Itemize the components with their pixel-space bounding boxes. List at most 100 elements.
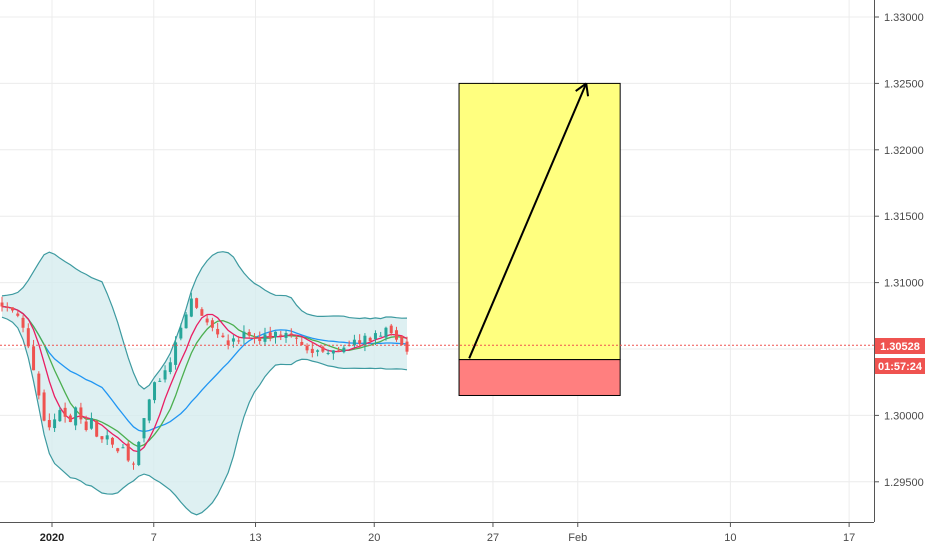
y-axis-ticks: 1.33000 1.32500 1.32000 1.31500 1.31000 1.305…: [874, 12, 924, 489]
candle-body: [79, 407, 83, 420]
countdown-label: 01:57:24: [878, 361, 923, 373]
y-tick-label: 1.30000: [884, 410, 924, 422]
candle-body: [389, 325, 393, 334]
arrow-head: [575, 82, 587, 92]
band-lower: [1, 316, 408, 516]
ma-mid-line: [1, 305, 408, 448]
candle-body: [110, 437, 114, 445]
candle-body: [210, 320, 214, 328]
x-tick-label: 7: [151, 532, 157, 544]
candle-body: [400, 335, 404, 346]
y-tick-label: 1.33000: [884, 12, 924, 24]
axes: [0, 0, 875, 523]
grid-lines: [0, 0, 874, 522]
candle-body: [310, 348, 314, 353]
candle-body: [231, 338, 235, 342]
x-axis-ticks: 2020 7 13 20 27 Feb 10 17: [40, 522, 855, 544]
band-fill: [2, 251, 407, 515]
candle-body: [95, 420, 99, 437]
candle-body: [68, 415, 72, 423]
candle-body: [116, 448, 120, 452]
candle-body: [321, 346, 325, 352]
projection-arrow[interactable]: [468, 82, 590, 359]
x-tick-label: 27: [487, 532, 499, 544]
current-price-badge: [875, 338, 925, 354]
candle-body: [195, 298, 199, 308]
x-tick-label: 13: [249, 532, 261, 544]
candle-body: [5, 306, 9, 308]
candle-body: [84, 421, 88, 431]
candle-body: [174, 342, 178, 365]
candle-body: [258, 337, 262, 342]
candle-body: [316, 350, 320, 352]
candle-body: [153, 382, 157, 401]
candle-body: [21, 317, 25, 328]
x-tick-label: 20: [368, 532, 380, 544]
candle-body: [200, 309, 204, 316]
candle-body: [379, 335, 383, 337]
candle-body: [121, 447, 125, 449]
x-tick-label: 10: [724, 532, 736, 544]
candle-body: [237, 340, 241, 342]
candle-body: [221, 335, 225, 338]
y-tick-label: 1.32500: [884, 78, 924, 90]
candle-body: [179, 327, 183, 339]
candle-body: [363, 335, 367, 346]
x-tick-label: Feb: [568, 532, 587, 544]
candle-body: [337, 350, 341, 352]
arrow-shaft: [468, 83, 588, 359]
candle-body: [205, 318, 209, 323]
candle-body: [105, 435, 109, 440]
y-tick-label: 1.32000: [884, 145, 924, 157]
candles: [0, 292, 409, 470]
x-tick-label: 17: [843, 532, 855, 544]
candle-body: [352, 339, 356, 346]
price-tags: 1.30528 01:57:24: [875, 338, 925, 374]
candle-body: [305, 345, 309, 351]
candle-body: [32, 346, 36, 371]
candle-body: [295, 337, 299, 339]
candle-body: [279, 334, 283, 336]
current-price-label: 1.30528: [880, 341, 920, 353]
candle-body: [163, 370, 167, 380]
candle-body: [368, 337, 372, 342]
candle-body: [300, 341, 304, 346]
candle-body: [16, 313, 20, 316]
candle-body: [42, 392, 46, 421]
profit-zone: [458, 82, 621, 361]
countdown-badge: [875, 358, 925, 374]
candle-body: [342, 347, 346, 353]
candle-body: [373, 333, 377, 340]
candle-body: [63, 407, 67, 417]
candle-body: [326, 352, 330, 354]
bollinger-bands: [1, 251, 408, 516]
candle-body: [89, 418, 93, 429]
candle-body: [131, 463, 135, 465]
candle-body: [242, 331, 246, 338]
candle-body: [74, 407, 78, 426]
long-position-tool[interactable]: [458, 82, 621, 396]
candle-body: [247, 331, 251, 336]
candle-body: [0, 302, 4, 307]
x-tick-label: 2020: [40, 532, 64, 544]
candle-body: [263, 334, 267, 342]
band-upper: [1, 251, 408, 390]
candle-body: [53, 419, 57, 429]
y-tick-label: 1.31000: [884, 278, 924, 290]
candle-body: [358, 340, 362, 344]
candle-body: [189, 298, 193, 317]
candle-body: [274, 331, 278, 338]
candle-body: [126, 443, 130, 461]
candle-body: [11, 307, 15, 311]
candle-body: [184, 314, 188, 329]
candle-body: [26, 328, 30, 347]
y-tick-label: 1.31500: [884, 211, 924, 223]
candle-body: [405, 341, 409, 352]
candle-body: [142, 418, 146, 439]
candle-body: [147, 399, 151, 421]
candle-body: [58, 410, 62, 422]
candle-body: [384, 327, 388, 338]
candle-body: [284, 333, 288, 338]
candle-body: [37, 373, 41, 396]
